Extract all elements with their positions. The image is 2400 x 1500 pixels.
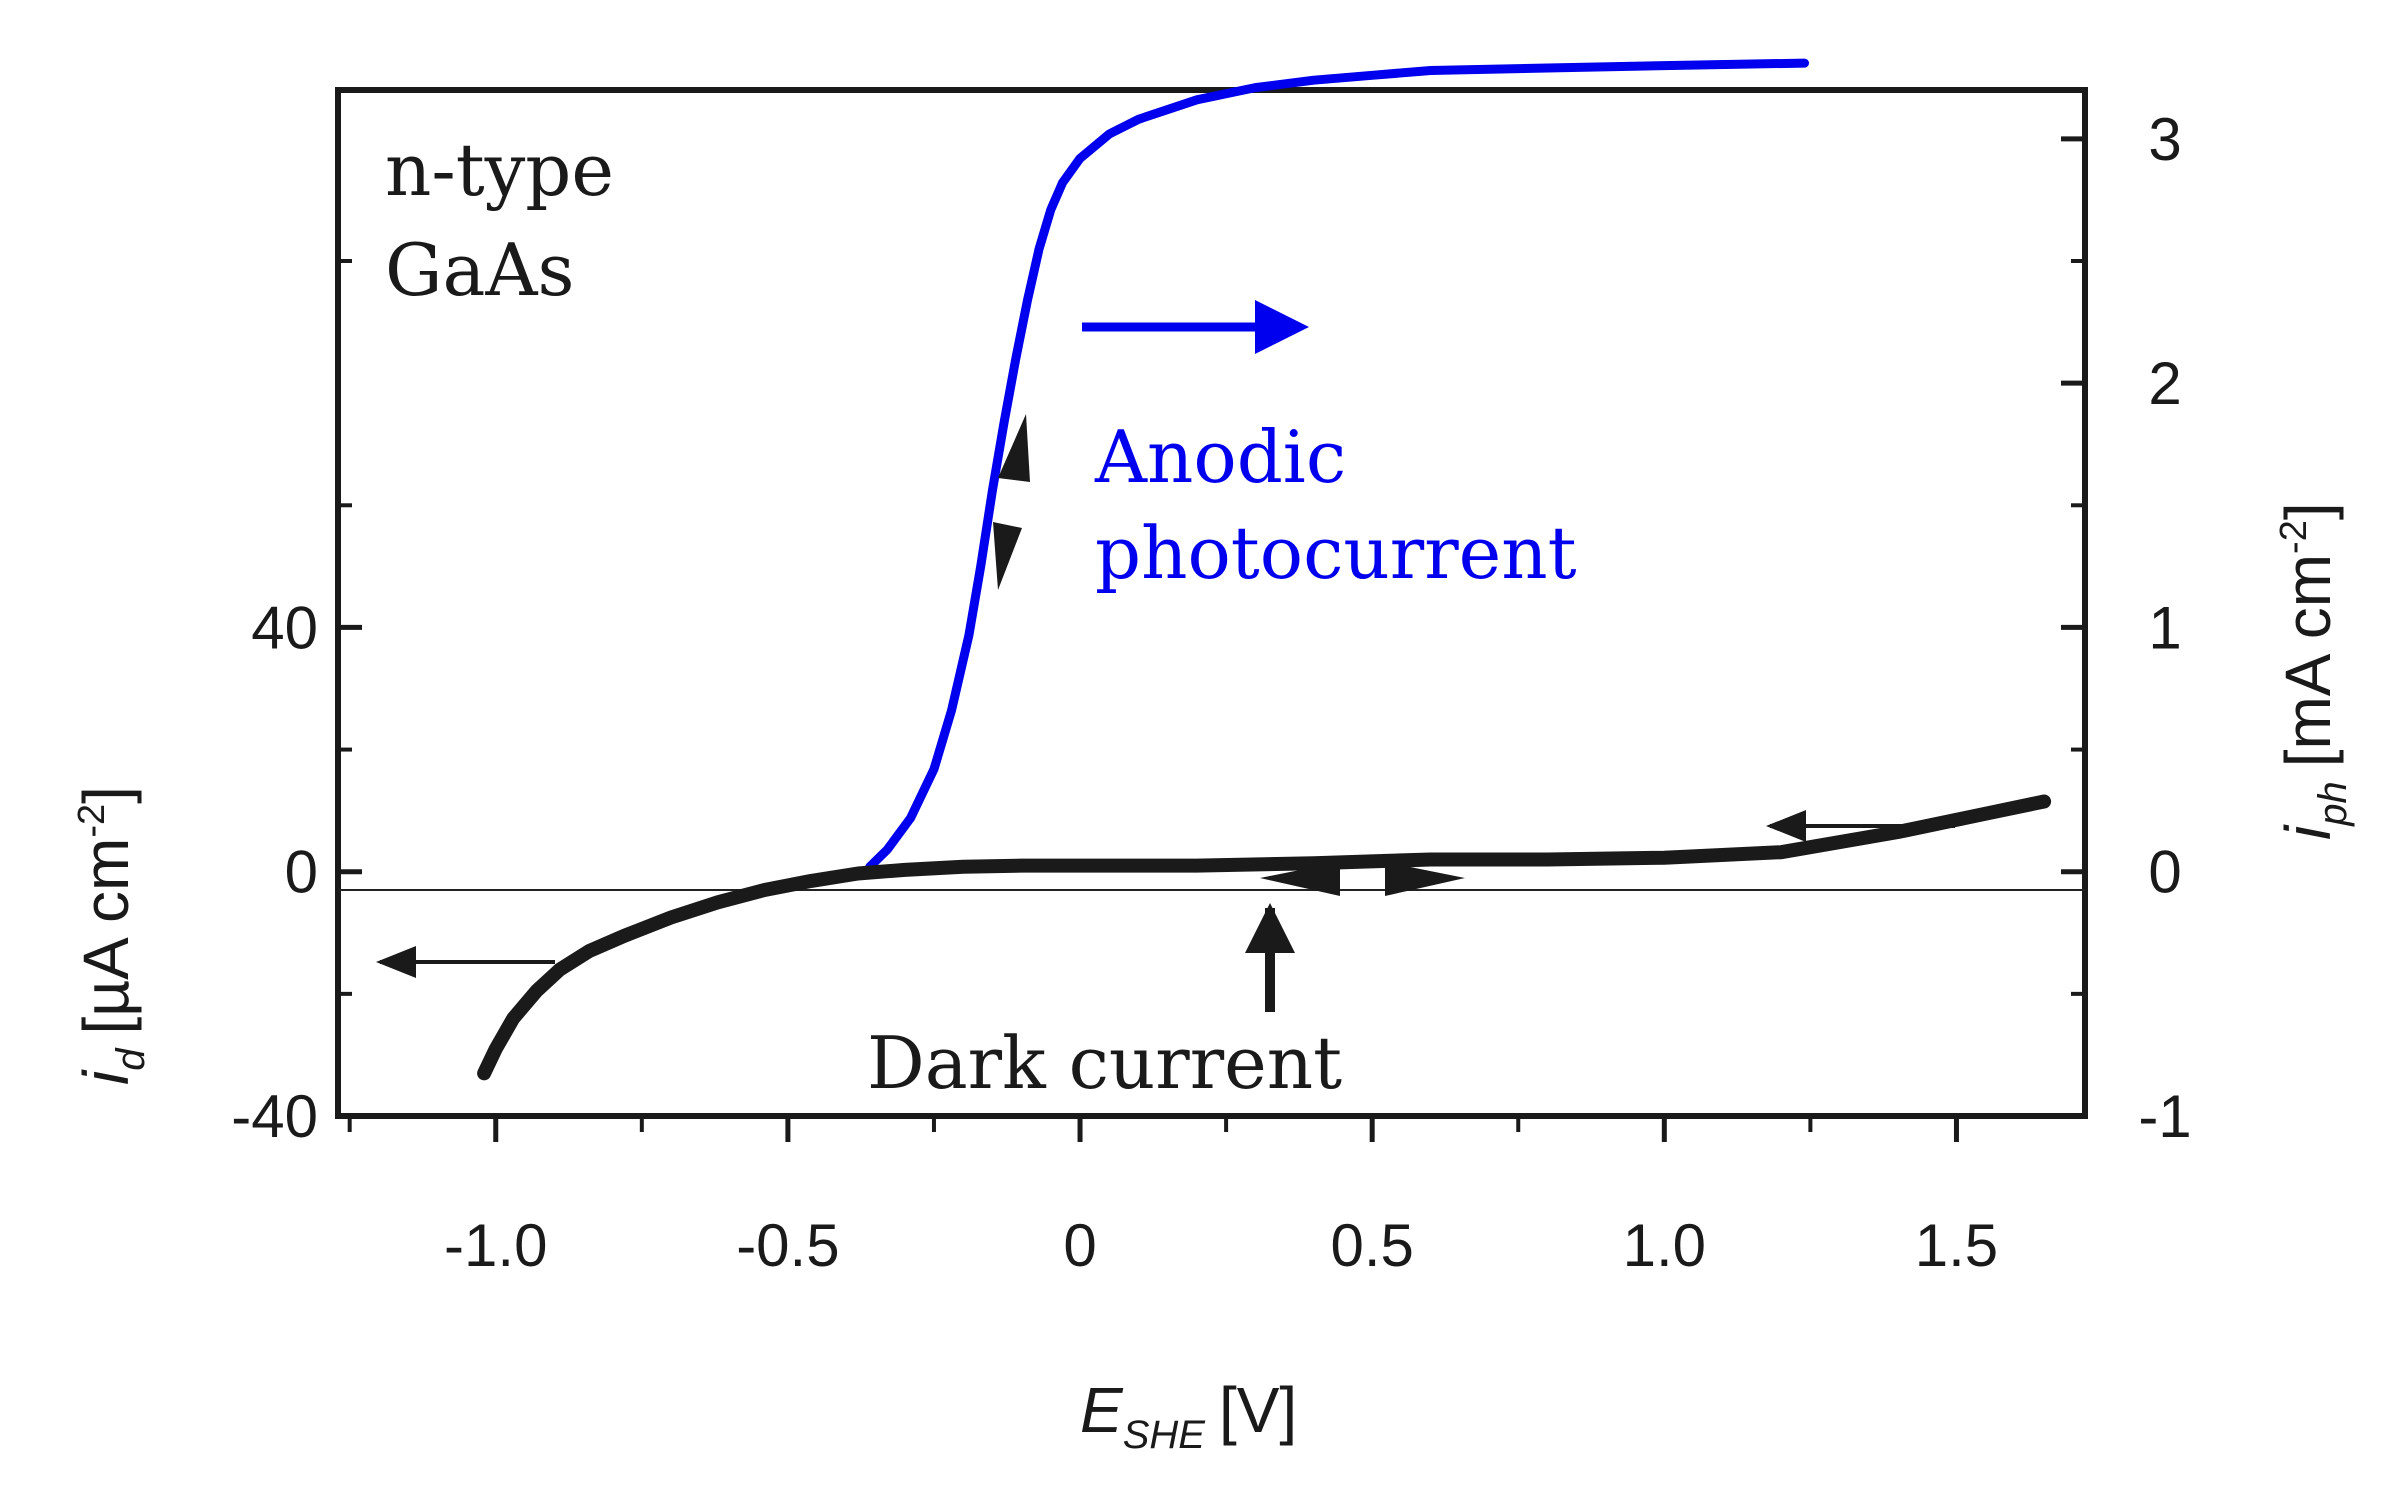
x-ticks: -1.0 -0.5 0 0.5 1.0 1.5 [347,1116,1998,1279]
x-axis-title-main: E [1080,1374,1124,1446]
y-left-ticks: -40 0 40 [231,259,362,1150]
photocurrent-label-line2: photocurrent [1095,511,1577,595]
y-right-tick-label: -1 [2138,1083,2191,1150]
x-axis-title-sub: SHE [1123,1413,1207,1457]
x-tick-label: 0.5 [1330,1212,1413,1279]
y-right-title-main: i [2272,824,2344,840]
sample-label-line2: GaAs [385,228,574,312]
dark-current-label: Dark current [867,1021,1342,1105]
y-left-tick-label: -40 [231,1083,318,1150]
y-left-title-close: ] [70,786,142,804]
y-left-tick-label: 40 [251,594,318,661]
y-right-title-sub: ph [2311,781,2355,827]
y-left-tick-label: 0 [285,839,318,906]
y-right-axis-title: iph [mA cm-2] [2272,502,2355,840]
y-right-title-sup: -2 [2273,520,2315,554]
y-right-title-close: ] [2272,502,2344,520]
x-tick-label: 1.5 [1915,1212,1998,1279]
y-left-title-sup: -2 [71,804,113,838]
dark-current-series-line [477,794,2052,1081]
y-right-tick-label: 1 [2148,594,2181,661]
photo-sweep-arrow-down [993,522,1022,590]
photo-sweep-arrow-up [998,414,1030,482]
x-tick-label: -0.5 [736,1212,839,1279]
y-left-title-main: i [70,1069,142,1085]
y-right-title-unit: [mA cm [2272,554,2344,767]
photocurrent-label-line1: Anodic [1094,415,1346,499]
x-tick-label: -1.0 [444,1212,547,1279]
sweep-arrow-right [1385,862,1465,896]
x-tick-label: 1.0 [1623,1212,1706,1279]
y-right-ticks: -1 0 1 2 3 [2061,106,2192,1150]
y-right-tick-label: 2 [2148,350,2181,417]
photocurrent-series-line [865,58,1809,872]
plot-frame [335,87,2088,1119]
x-tick-label: 0 [1063,1212,1096,1279]
sample-label-line1: n-type [385,128,614,212]
series-group [477,58,2052,1081]
x-axis-title: ESHE [V] [1080,1374,1297,1457]
y-left-axis-title: id [µA cm-2] [70,786,153,1085]
y-right-tick-label: 3 [2148,106,2181,173]
y-right-tick-label: 0 [2148,839,2181,906]
y-left-title-unit: [µA cm [70,838,142,1035]
x-axis-title-unit: [V] [1219,1374,1297,1446]
y-left-title-sub: d [109,1047,153,1071]
sweep-arrow-left [1260,862,1340,896]
